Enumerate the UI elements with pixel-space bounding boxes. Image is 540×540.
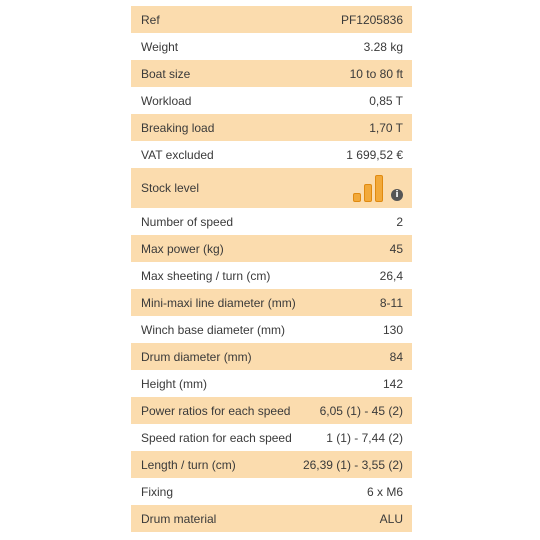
spec-row-vat-excluded: VAT excluded 1 699,52 € bbox=[131, 141, 412, 168]
spec-label: Max power (kg) bbox=[141, 241, 224, 256]
spec-row-height: Height (mm) 142 bbox=[131, 370, 412, 397]
stock-bar-1 bbox=[353, 193, 361, 202]
spec-value: 8-11 bbox=[379, 295, 403, 310]
spec-label: Length / turn (cm) bbox=[141, 457, 236, 472]
spec-label: Workload bbox=[141, 93, 192, 108]
stock-indicator: i bbox=[353, 174, 403, 202]
spec-row-number-of-speed: Number of speed 2 bbox=[131, 208, 412, 235]
spec-value: 6 x M6 bbox=[366, 484, 403, 499]
spec-label: Mini-maxi line diameter (mm) bbox=[141, 295, 296, 310]
spec-row-drum-material: Drum material ALU bbox=[131, 505, 412, 532]
spec-row-line-diameter: Mini-maxi line diameter (mm) 8-11 bbox=[131, 289, 412, 316]
stock-bar-3 bbox=[375, 175, 383, 202]
spec-label: Number of speed bbox=[141, 214, 234, 229]
spec-value: 130 bbox=[382, 322, 403, 337]
spec-label: Speed ration for each speed bbox=[141, 430, 292, 445]
spec-value: 84 bbox=[389, 349, 403, 364]
spec-label: Fixing bbox=[141, 484, 174, 499]
spec-value: 26,4 bbox=[379, 268, 403, 283]
spec-row-stock-level: Stock level i bbox=[131, 168, 412, 208]
spec-value: ALU bbox=[379, 511, 403, 526]
spec-label: Weight bbox=[141, 39, 179, 54]
spec-table: Ref PF1205836 Weight 3.28 kg Boat size 1… bbox=[131, 6, 412, 532]
spec-row-boat-size: Boat size 10 to 80 ft bbox=[131, 60, 412, 87]
spec-value: PF1205836 bbox=[340, 12, 403, 27]
spec-value: 1 699,52 € bbox=[346, 147, 403, 162]
spec-label: Drum material bbox=[141, 511, 217, 526]
spec-row-length-per-turn: Length / turn (cm) 26,39 (1) - 3,55 (2) bbox=[131, 451, 412, 478]
spec-value: 10 to 80 ft bbox=[349, 66, 403, 81]
spec-label: Boat size bbox=[141, 66, 191, 81]
spec-value: 142 bbox=[382, 376, 403, 391]
spec-row-fixing: Fixing 6 x M6 bbox=[131, 478, 412, 505]
stock-bar-2 bbox=[364, 184, 372, 202]
spec-label: Winch base diameter (mm) bbox=[141, 322, 286, 337]
spec-value: 45 bbox=[389, 241, 403, 256]
stock-bars bbox=[353, 174, 383, 202]
spec-row-ref: Ref PF1205836 bbox=[131, 6, 412, 33]
spec-label: VAT excluded bbox=[141, 147, 214, 162]
spec-value: 26,39 (1) - 3,55 (2) bbox=[302, 457, 403, 472]
spec-value: 2 bbox=[396, 214, 403, 229]
spec-label: Power ratios for each speed bbox=[141, 403, 291, 418]
spec-row-drum-diameter: Drum diameter (mm) 84 bbox=[131, 343, 412, 370]
spec-row-breaking-load: Breaking load 1,70 T bbox=[131, 114, 412, 141]
spec-label: Drum diameter (mm) bbox=[141, 349, 252, 364]
spec-label: Breaking load bbox=[141, 120, 215, 135]
info-icon[interactable]: i bbox=[391, 189, 403, 201]
spec-row-speed-ratios: Speed ration for each speed 1 (1) - 7,44… bbox=[131, 424, 412, 451]
spec-row-power-ratios: Power ratios for each speed 6,05 (1) - 4… bbox=[131, 397, 412, 424]
spec-value: 1 (1) - 7,44 (2) bbox=[326, 430, 403, 445]
spec-row-max-power: Max power (kg) 45 bbox=[131, 235, 412, 262]
spec-value: 0,85 T bbox=[369, 93, 403, 108]
spec-label: Height (mm) bbox=[141, 376, 208, 391]
spec-row-winch-base-diameter: Winch base diameter (mm) 130 bbox=[131, 316, 412, 343]
spec-row-workload: Workload 0,85 T bbox=[131, 87, 412, 114]
spec-row-weight: Weight 3.28 kg bbox=[131, 33, 412, 60]
spec-value: 3.28 kg bbox=[363, 39, 403, 54]
spec-value: 6,05 (1) - 45 (2) bbox=[319, 403, 403, 418]
spec-label: Stock level bbox=[141, 181, 200, 195]
spec-label: Ref bbox=[141, 12, 160, 27]
spec-value: 1,70 T bbox=[369, 120, 403, 135]
spec-row-max-sheeting: Max sheeting / turn (cm) 26,4 bbox=[131, 262, 412, 289]
spec-label: Max sheeting / turn (cm) bbox=[141, 268, 271, 283]
